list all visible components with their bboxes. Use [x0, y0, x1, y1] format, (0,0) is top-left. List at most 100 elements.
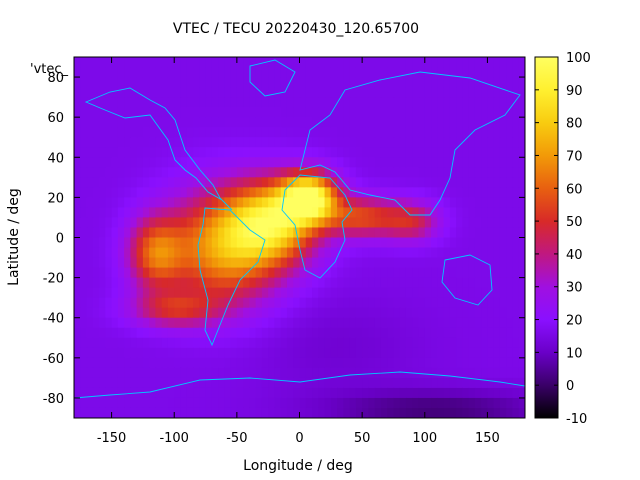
- heatmap-cell: [380, 77, 388, 88]
- heatmap-cell: [174, 307, 182, 319]
- heatmap-cell: [431, 147, 438, 158]
- heatmap-cell: [268, 207, 276, 219]
- heatmap-cell: [286, 187, 294, 198]
- heatmap-cell: [518, 177, 525, 188]
- heatmap-cell: [343, 307, 351, 319]
- heatmap-cell: [249, 257, 257, 269]
- heatmap-cell: [512, 317, 520, 329]
- heatmap-cell: [130, 237, 138, 249]
- heatmap-cell: [124, 277, 131, 289]
- heatmap-cell: [499, 327, 507, 339]
- heatmap-cell: [393, 217, 401, 229]
- heatmap-cell: [224, 347, 232, 359]
- heatmap-cell: [449, 267, 457, 279]
- heatmap-cell: [468, 197, 476, 209]
- heatmap-cell: [205, 67, 213, 78]
- heatmap-cell: [330, 127, 338, 138]
- heatmap-cell: [261, 117, 269, 128]
- heatmap-cell: [155, 287, 163, 299]
- heatmap-cell: [405, 397, 413, 409]
- heatmap-cell: [337, 177, 344, 188]
- heatmap-cell: [343, 157, 351, 168]
- heatmap-cell: [424, 167, 432, 178]
- heatmap-cell: [243, 67, 250, 78]
- heatmap-cell: [149, 67, 157, 78]
- heatmap-cell: [130, 247, 138, 259]
- heatmap-cell: [362, 187, 369, 198]
- heatmap-cell: [80, 297, 88, 309]
- heatmap-cell: [117, 227, 125, 239]
- heatmap-cell: [268, 227, 276, 239]
- heatmap-cell: [487, 207, 495, 219]
- heatmap-cell: [186, 87, 194, 98]
- heatmap-cell: [80, 307, 88, 319]
- heatmap-cell: [199, 377, 207, 389]
- heatmap-cell: [405, 267, 413, 279]
- heatmap-cell: [506, 157, 514, 168]
- heatmap-cell: [280, 267, 288, 279]
- heatmap-cell: [481, 217, 489, 229]
- heatmap-cell: [105, 367, 113, 379]
- heatmap-cell: [80, 387, 88, 399]
- heatmap-cell: [274, 327, 282, 339]
- heatmap-cell: [92, 247, 100, 259]
- heatmap-cell: [512, 357, 520, 369]
- heatmap-cell: [174, 127, 182, 138]
- heatmap-cell: [412, 347, 420, 359]
- heatmap-cell: [186, 147, 194, 158]
- heatmap-cell: [368, 287, 376, 299]
- heatmap-cell: [224, 247, 232, 259]
- heatmap-cell: [161, 317, 169, 329]
- heatmap-cell: [362, 377, 369, 389]
- heatmap-cell: [86, 157, 94, 168]
- heatmap-cell: [224, 167, 232, 178]
- heatmap-cell: [255, 117, 263, 128]
- heatmap-cell: [230, 117, 238, 128]
- heatmap-cell: [130, 147, 138, 158]
- heatmap-cell: [286, 177, 294, 188]
- heatmap-cell: [180, 97, 188, 108]
- heatmap-cell: [343, 347, 351, 359]
- heatmap-cell: [199, 197, 207, 209]
- heatmap-cell: [374, 67, 382, 78]
- heatmap-cell: [136, 407, 144, 418]
- heatmap-cell: [174, 397, 182, 409]
- heatmap-cell: [136, 167, 144, 178]
- heatmap-cell: [193, 167, 200, 178]
- heatmap-cell: [518, 157, 525, 168]
- heatmap-cell: [481, 337, 489, 349]
- heatmap-cell: [92, 297, 100, 309]
- heatmap-cell: [174, 257, 182, 269]
- heatmap-cell: [130, 327, 138, 339]
- heatmap-cell: [274, 177, 282, 188]
- heatmap-cell: [368, 337, 376, 349]
- heatmap-cell: [261, 367, 269, 379]
- heatmap-cell: [462, 367, 470, 379]
- heatmap-cell: [243, 407, 250, 418]
- heatmap-cell: [481, 287, 489, 299]
- heatmap-cell: [99, 87, 106, 98]
- heatmap-cell: [111, 347, 119, 359]
- heatmap-cell: [468, 377, 476, 389]
- heatmap-cell: [499, 377, 507, 389]
- heatmap-cell: [474, 67, 482, 78]
- heatmap-cell: [236, 227, 244, 239]
- heatmap-cell: [443, 207, 451, 219]
- heatmap-cell: [462, 307, 470, 319]
- heatmap-cell: [431, 297, 438, 309]
- heatmap-cell: [324, 287, 332, 299]
- heatmap-cell: [255, 327, 263, 339]
- heatmap-cell: [186, 327, 194, 339]
- heatmap-cell: [355, 87, 363, 98]
- heatmap-cell: [380, 387, 388, 399]
- heatmap-cell: [236, 207, 244, 219]
- heatmap-cell: [399, 347, 407, 359]
- heatmap-cell: [161, 67, 169, 78]
- heatmap-cell: [268, 397, 276, 409]
- heatmap-cell: [86, 97, 94, 108]
- heatmap-cell: [230, 67, 238, 78]
- heatmap-cell: [280, 287, 288, 299]
- heatmap-cell: [193, 357, 200, 369]
- heatmap-cell: [337, 287, 344, 299]
- heatmap-cell: [280, 217, 288, 229]
